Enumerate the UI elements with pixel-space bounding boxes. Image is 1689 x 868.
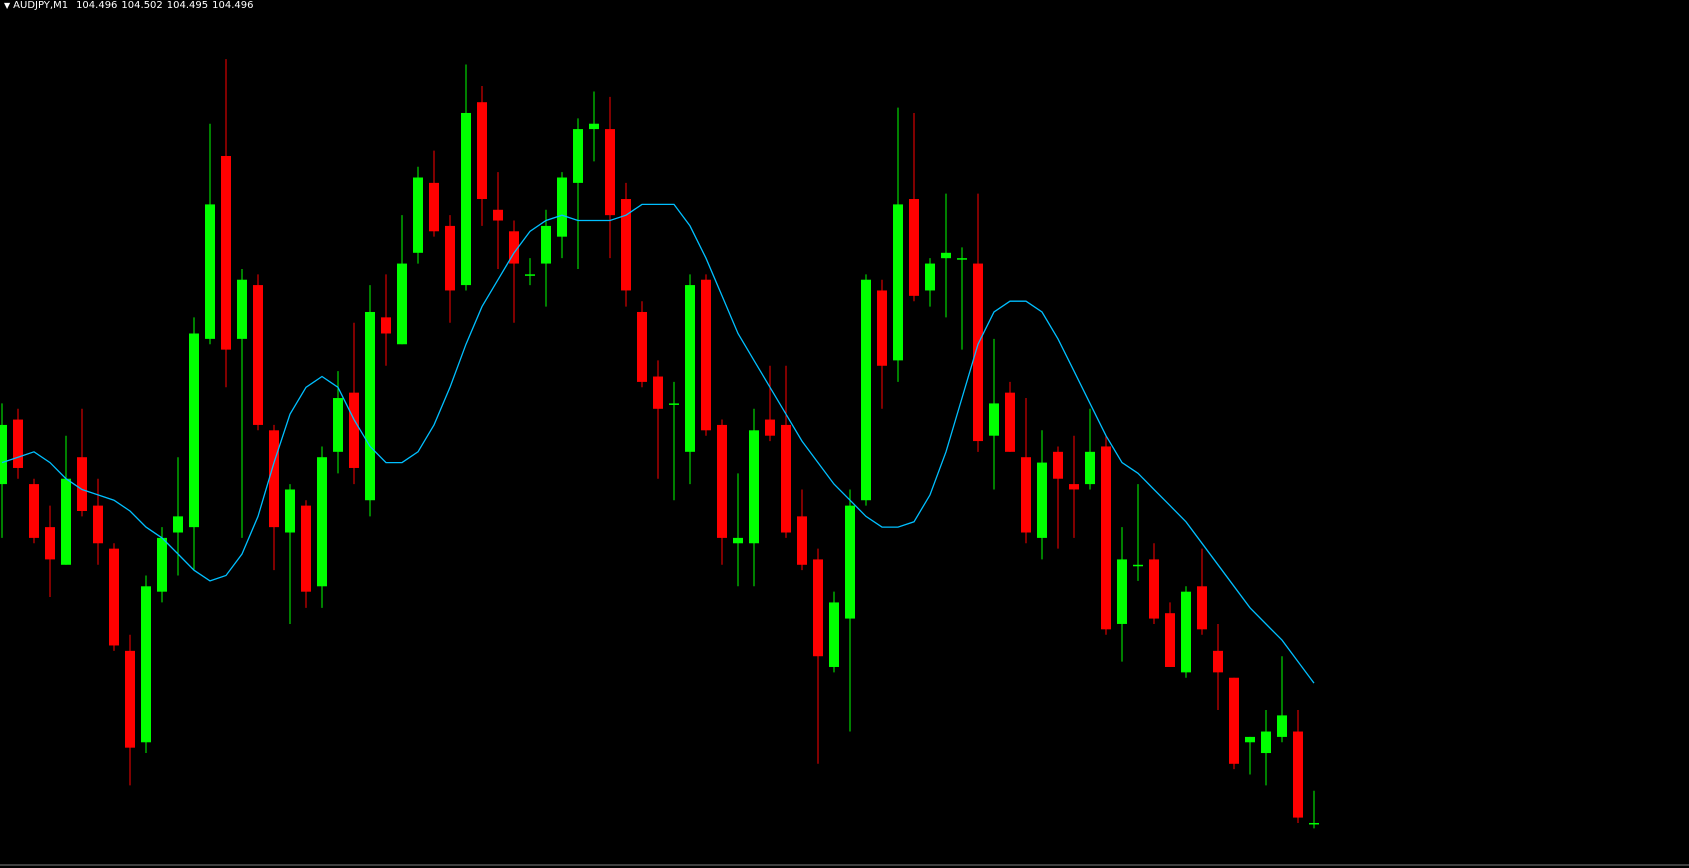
candle-body — [845, 505, 855, 619]
candle-body — [1165, 613, 1175, 667]
candle-body — [829, 602, 839, 667]
candle-body — [1293, 731, 1303, 818]
candle-body — [733, 537, 743, 544]
candle-body — [1085, 451, 1095, 485]
candle-body — [29, 484, 39, 538]
candle-body — [1053, 451, 1063, 479]
candle-body — [925, 263, 935, 291]
candle-body — [61, 478, 71, 565]
candle-body — [1101, 446, 1111, 630]
candle-body — [1309, 822, 1319, 825]
candle-body — [1181, 591, 1191, 673]
candle-body — [941, 252, 951, 259]
candle-body — [285, 489, 295, 533]
candle-body — [605, 129, 615, 216]
candle-body — [13, 419, 23, 468]
candle-body — [253, 285, 263, 425]
candle-body — [973, 263, 983, 442]
candle-body — [365, 311, 375, 501]
candle-body — [685, 285, 695, 452]
candle-body — [1005, 392, 1015, 452]
quote-close: 104.496 — [212, 0, 254, 11]
candle-body — [797, 516, 807, 565]
candle-body — [541, 225, 551, 264]
candle-body — [1133, 564, 1143, 567]
candle-body — [0, 424, 7, 485]
candle-body — [77, 457, 87, 511]
candle-body — [1197, 586, 1207, 630]
candle-body — [333, 398, 343, 452]
candle-body — [893, 204, 903, 361]
candle-body — [189, 333, 199, 528]
candle-body — [653, 376, 663, 409]
candle-body — [173, 516, 183, 533]
candle-body — [1021, 457, 1031, 533]
candle-body — [621, 199, 631, 291]
candle-body — [1037, 462, 1047, 538]
candle-body — [301, 505, 311, 592]
candle-body — [413, 177, 423, 253]
candle-body — [93, 505, 103, 544]
candle-body — [509, 231, 519, 264]
chart-header: ▼ AUDJPY,M1 104.496 104.502 104.495 104.496 — [4, 0, 258, 13]
candle-body — [317, 457, 327, 587]
candle-body — [557, 177, 567, 237]
quote-open: 104.496 — [76, 0, 118, 11]
candle-body — [1213, 650, 1223, 673]
candle-body — [269, 430, 279, 528]
candle-body — [989, 403, 999, 436]
candle-body — [237, 279, 247, 339]
menu-triangle[interactable]: ▼ — [4, 1, 11, 10]
candle-body — [781, 424, 791, 533]
candle-body — [957, 258, 967, 260]
quote-high: 104.502 — [121, 0, 163, 11]
candle-body — [573, 129, 583, 183]
candle-body — [205, 204, 215, 339]
candle-body — [125, 650, 135, 748]
candle-body — [589, 123, 599, 130]
candle-body — [445, 225, 455, 291]
candle-body — [397, 263, 407, 345]
candle-body — [141, 586, 151, 743]
candle-body — [1117, 559, 1127, 624]
candle-body — [861, 279, 871, 501]
candle-body — [493, 209, 503, 221]
candle-body — [109, 548, 119, 646]
candle-body — [1277, 715, 1287, 737]
candle-body — [525, 274, 535, 276]
candle-body — [877, 290, 887, 366]
candle-body — [1069, 484, 1079, 490]
candle-body — [1261, 731, 1271, 754]
candle-body — [461, 112, 471, 286]
candle-body — [813, 559, 823, 657]
candle-body — [477, 102, 487, 200]
candle-body — [1149, 559, 1159, 619]
symbol-label: AUDJPY,M1 — [13, 0, 69, 11]
quote-low: 104.495 — [166, 0, 209, 11]
candle-body — [429, 182, 439, 232]
candle-body — [349, 392, 359, 468]
candle-body — [701, 279, 711, 431]
candle-body — [909, 199, 919, 296]
candle-body — [749, 430, 759, 544]
candle-body — [637, 311, 647, 382]
candle-body — [669, 403, 679, 405]
candle-body — [45, 527, 55, 560]
candle-body — [1229, 677, 1239, 764]
candle-body — [765, 419, 775, 436]
candle-body — [157, 537, 167, 592]
candle-body — [717, 424, 727, 538]
candle-body — [221, 155, 231, 350]
candle-body — [1245, 736, 1255, 743]
candle-body — [381, 317, 391, 334]
moving-average-line — [1, 203, 1315, 684]
